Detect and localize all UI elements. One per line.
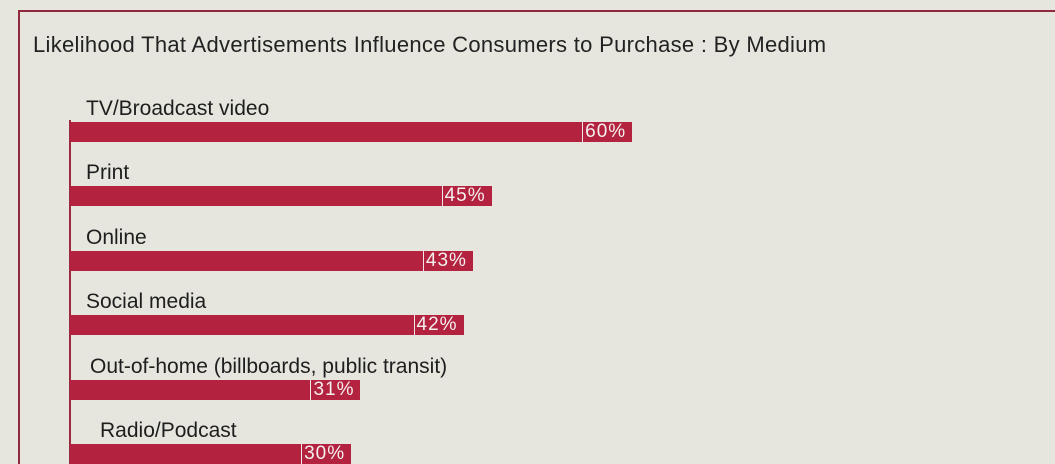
bar: 31%	[70, 378, 361, 401]
chart-title: Likelihood That Advertisements Influence…	[33, 32, 827, 57]
bar: 45%	[70, 185, 492, 208]
axis-line	[69, 120, 71, 464]
value-label: 60%	[582, 121, 628, 143]
value-label: 31%	[310, 378, 356, 401]
bar: 42%	[70, 314, 464, 337]
bar: 30%	[70, 443, 352, 464]
category-label: Print	[86, 161, 130, 185]
value-label: 45%	[441, 185, 488, 208]
frame	[18, 10, 1055, 464]
value-label: 42%	[413, 314, 460, 337]
value-label: 30%	[301, 443, 347, 464]
value-label: 43%	[422, 249, 469, 272]
category-label: Out-of-home (billboards, public transit)	[90, 354, 448, 378]
category-label: Online	[86, 225, 147, 249]
bar: 43%	[70, 249, 473, 272]
category-label: Social media	[86, 290, 207, 314]
bar: 60%	[70, 121, 633, 143]
category-label: Radio/Podcast	[100, 419, 237, 442]
category-label: TV/Broadcast video	[86, 97, 270, 120]
